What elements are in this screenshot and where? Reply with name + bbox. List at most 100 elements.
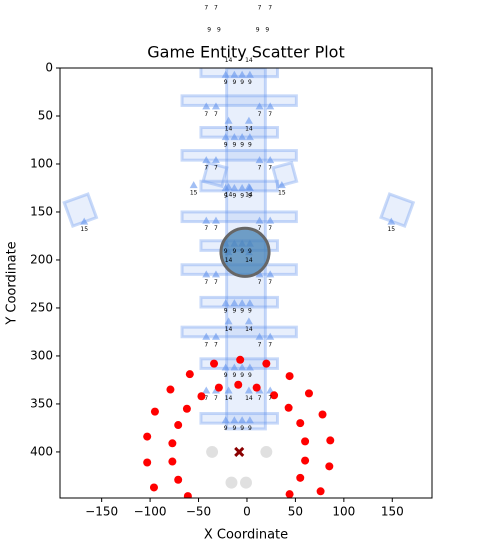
entity-marker [230,363,239,371]
entity-label: 9 [240,248,244,255]
entity-label: 7 [204,165,208,172]
entity-label: 7 [268,4,272,11]
enemy [296,473,305,482]
wall [180,94,298,107]
entity-label: 9 [224,425,228,432]
enemy [285,372,294,381]
target [234,446,245,457]
entity-marker [266,270,275,278]
enemy [168,439,177,448]
entity-marker [211,102,220,110]
entity-label: 14 [225,125,233,132]
entity-marker [277,181,286,189]
enemy [270,391,279,400]
entity-label: 7 [214,341,218,348]
enemy [143,432,152,441]
entity-label: 9 [224,372,228,379]
entity-label: 9 [240,372,244,379]
entity-marker [202,102,211,110]
enemy [149,483,158,492]
entity-label: 7 [268,165,272,172]
entity-label: 7 [268,225,272,232]
enemy [234,380,243,389]
entity-marker [245,70,254,78]
entity-marker [238,416,247,424]
entity-marker [224,183,233,191]
entity-marker [245,299,254,307]
y-tick-label: 350 [30,396,53,410]
entity-label: 15 [387,226,395,233]
entity-marker [245,363,254,371]
wall [271,160,299,189]
entity-marker [244,116,253,124]
entity-marker [238,70,247,78]
entity-marker [245,133,254,141]
prop [206,445,219,458]
entity-label: 7 [214,225,218,232]
prop [260,445,273,458]
enemy [214,383,223,392]
entity-label: 14 [245,326,253,333]
x-axis-label: X Coordinate [204,528,288,543]
entity-marker [211,332,220,340]
entity-marker [224,116,233,124]
entity-marker [255,216,264,224]
entity-marker [230,183,239,191]
entity-marker [266,386,275,394]
entity-label: 7 [258,341,262,348]
enemy [252,383,261,392]
entity-label: 9 [224,248,228,255]
entity-label: 7 [214,279,218,286]
prop [240,476,252,489]
entity-label: 15 [278,190,286,197]
enemy [326,436,335,445]
entity-marker [202,332,211,340]
enemy [304,389,313,398]
enemy [197,392,206,401]
entity-marker [221,299,230,307]
entity-label: 14 [245,57,253,64]
enemy [185,370,194,379]
enemy [143,458,152,467]
y-tick-label: 50 [38,108,53,122]
enemy [166,385,175,394]
entity-label: 7 [204,279,208,286]
enemy [168,457,177,466]
entity-label: 9 [232,79,236,86]
entity-label: 14 [245,395,253,402]
entity-marker [224,386,233,394]
entity-label: 7 [258,4,262,11]
wall [201,160,229,189]
entity-marker [238,299,247,307]
enemy [325,462,334,471]
entity-marker [245,416,254,424]
entity-marker [202,216,211,224]
entity-marker [211,156,220,164]
x-tick-label: 150 [381,505,404,519]
entity-marker [221,133,230,141]
x-tick-label: 0 [243,505,251,519]
entity-label: 9 [232,308,236,315]
entity-marker [266,156,275,164]
entity-label: 9 [240,192,244,199]
entity-label: 9 [248,192,252,199]
entity-marker [202,156,211,164]
entity-label: 9 [224,79,228,86]
wall [199,295,279,309]
enemy [262,359,271,368]
entity-marker [202,270,211,278]
entity-marker [266,102,275,110]
entity-label: 9 [232,248,236,255]
enemy [284,403,293,412]
entity-marker [238,183,247,191]
entity-label: 9 [248,248,252,255]
y-tick-label: 0 [45,61,53,75]
enemy [183,492,192,498]
entity-label: 7 [214,165,218,172]
entity-marker [266,216,275,224]
enemy [301,456,310,465]
entity-label: 9 [207,26,211,33]
entity-marker [211,270,220,278]
entity-label: 14 [245,257,253,264]
